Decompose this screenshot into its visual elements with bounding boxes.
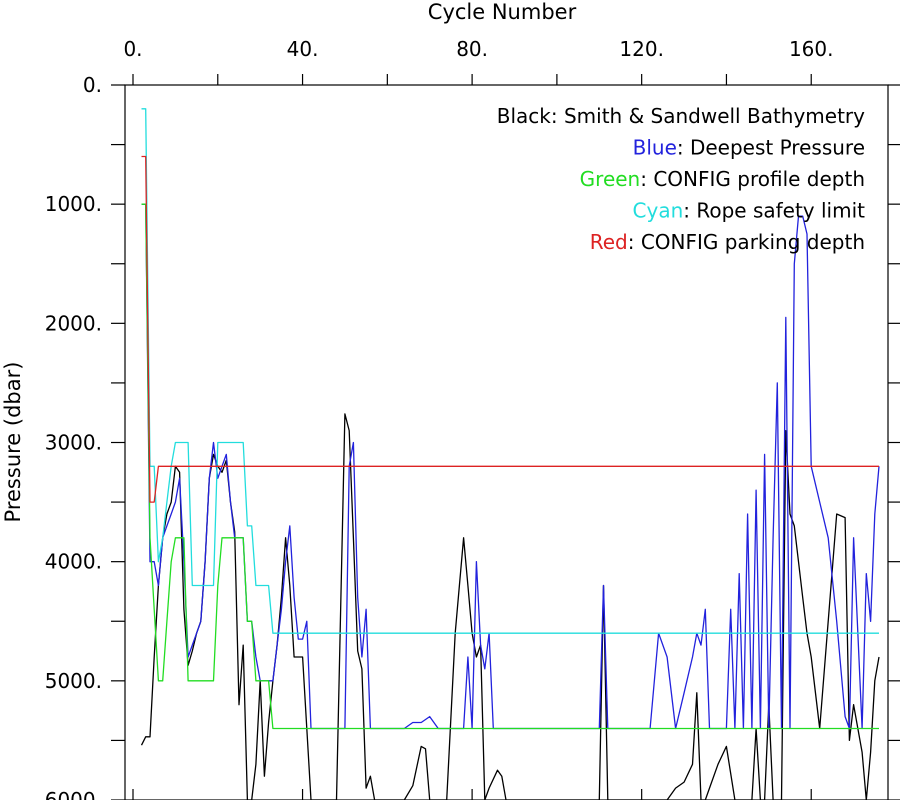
tick-labels: 0. 40. 80. 120. 160. 0. 1000. 2000. 3000. 4000. 50… (45, 37, 834, 800)
y-tick-label: 4000. (45, 550, 102, 574)
series-line-0 (140, 413, 880, 800)
y-tick-label: 0. (83, 73, 102, 97)
legend-entry: Green: CONFIG profile depth (580, 167, 865, 191)
legend-key: Cyan (633, 199, 684, 223)
legend-text: : Deepest Pressure (677, 136, 865, 160)
legend-entry: Cyan: Rope safety limit (633, 199, 866, 223)
x-tick-label: 0. (123, 37, 142, 61)
x-tick-label: 160. (789, 37, 834, 61)
legend-entry: Blue: Deepest Pressure (633, 136, 865, 160)
series-line-2 (141, 203, 879, 730)
x-axis-label: Cycle Number (428, 0, 577, 24)
legend-key: Blue (633, 136, 677, 160)
x-tick-label: 80. (456, 37, 488, 61)
legend: Black: Smith & Sandwell BathymetryBlue: … (497, 104, 865, 254)
axis-ticks (111, 74, 900, 800)
legend-key: Red (590, 230, 628, 254)
series-line-3 (141, 108, 879, 634)
series-layer (140, 108, 880, 800)
legend-text: : CONFIG parking depth (628, 230, 865, 254)
y-tick-label: 3000. (45, 431, 102, 455)
x-tick-label: 40. (287, 37, 319, 61)
series-line-4 (141, 155, 879, 503)
y-tick-label: 6000. (45, 788, 102, 800)
legend-text: : Smith & Sandwell Bathymetry (551, 104, 865, 128)
legend-key: Green (580, 167, 641, 191)
legend-entry: Red: CONFIG parking depth (590, 230, 865, 254)
y-axis-label: Pressure (dbar) (1, 362, 25, 523)
legend-text: : CONFIG profile depth (640, 167, 865, 191)
y-tick-label: 5000. (45, 669, 102, 693)
y-tick-label: 2000. (45, 311, 102, 335)
legend-text: : Rope safety limit (683, 199, 865, 223)
x-tick-label: 120. (619, 37, 664, 61)
legend-entry: Black: Smith & Sandwell Bathymetry (497, 104, 865, 128)
y-tick-label: 1000. (45, 192, 102, 216)
legend-key: Black (497, 104, 552, 128)
